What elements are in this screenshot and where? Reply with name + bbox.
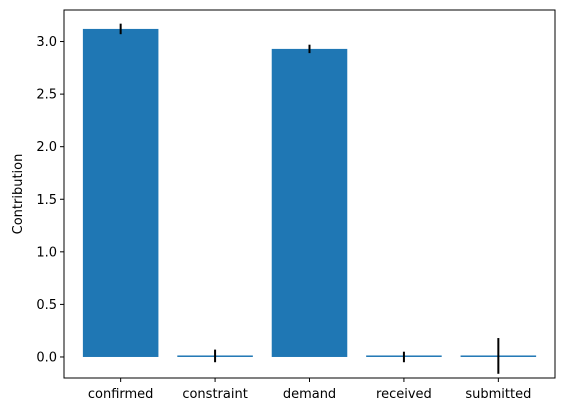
bar-confirmed	[82, 28, 159, 357]
x-tick-label-received: received	[376, 387, 432, 402]
y-tick-label-2.0: 2.0	[36, 140, 57, 155]
x-tick-label-submitted: submitted	[465, 387, 531, 402]
y-tick-label-2.5: 2.5	[36, 88, 57, 103]
y-axis-label: Contribution	[11, 154, 26, 235]
y-tick-label-0.0: 0.0	[36, 350, 57, 365]
x-tick-label-constraint: constraint	[182, 387, 247, 402]
y-tick-label-1.5: 1.5	[36, 193, 57, 208]
y-tick-label-3.0: 3.0	[36, 35, 57, 50]
error-bars-group	[119, 23, 500, 374]
y-tick-label-1.0: 1.0	[36, 245, 57, 260]
bars-group	[82, 28, 537, 357]
bar-demand	[271, 48, 348, 357]
x-tick-label-confirmed: confirmed	[88, 387, 154, 402]
x-tick-label-demand: demand	[283, 387, 336, 402]
x-axis: confirmed constraint demand received submitt…	[88, 378, 531, 402]
y-axis: 0.0 0.5 1.0 1.5 2.0 2.5 3.0	[36, 35, 64, 365]
y-tick-label-0.5: 0.5	[36, 298, 57, 313]
